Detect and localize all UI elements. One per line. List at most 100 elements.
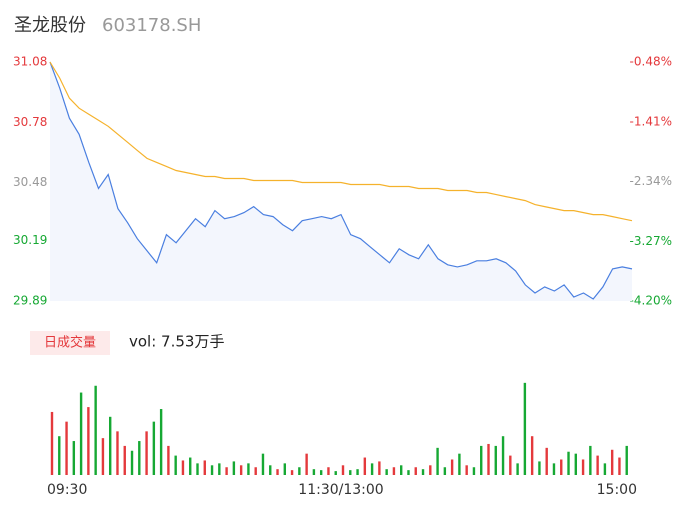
volume-bar: [530, 436, 534, 475]
volume-bar: [283, 463, 286, 475]
volume-bar: [465, 465, 468, 475]
stock-code: 603178.SH: [102, 15, 201, 36]
volume-legend: 日成交量: [44, 335, 96, 351]
volume-bar: [436, 447, 439, 475]
volume-bar: [494, 445, 497, 475]
volume-bar: [545, 447, 548, 475]
volume-bar: [501, 436, 505, 475]
volume-bar: [50, 411, 54, 475]
volume-bar: [312, 469, 316, 475]
y-tick-label: 30.78: [13, 115, 47, 129]
y2-tick-label: -3.27%: [630, 234, 672, 248]
x-tick-label: 11:30/13:00: [298, 482, 383, 498]
volume-bar: [196, 463, 199, 475]
volume-bar: [159, 409, 163, 475]
volume-bar: [603, 463, 607, 475]
y-tick-label: 31.08: [13, 55, 47, 69]
volume-bar: [130, 450, 134, 475]
volume-bar: [239, 465, 243, 475]
volume-bar: [574, 453, 577, 475]
volume-bar: [378, 461, 381, 475]
volume-bar: [356, 469, 359, 475]
volume-bar: [72, 441, 76, 475]
volume-bar: [65, 421, 68, 475]
volume-bar: [269, 465, 272, 475]
volume-bar: [327, 467, 330, 475]
volume-bar: [618, 457, 621, 475]
volume-bar: [218, 463, 221, 475]
y2-tick-label: -0.48%: [630, 55, 672, 69]
y2-tick-label: -1.41%: [630, 114, 672, 128]
volume-bar: [247, 463, 250, 475]
volume-bar: [509, 455, 512, 475]
volume-bar: [560, 459, 563, 475]
volume-bar: [567, 451, 570, 475]
volume-bar: [581, 459, 585, 475]
volume-legend-box: [30, 331, 110, 355]
volume-bar: [254, 467, 257, 475]
volume-bar: [116, 431, 119, 475]
volume-bar: [138, 441, 141, 475]
volume-bar: [472, 467, 476, 475]
price-area: [50, 62, 632, 301]
x-tick-label: 15:00: [597, 482, 637, 498]
volume-bar: [596, 455, 599, 475]
volume-bar: [232, 461, 236, 475]
volume-bar: [305, 453, 308, 475]
volume-bar: [203, 460, 206, 475]
volume-bar: [225, 467, 228, 475]
y-tick-label: 30.48: [13, 175, 47, 189]
volume-bar: [174, 455, 177, 475]
volume-bar: [319, 470, 323, 475]
volume-bar: [79, 392, 83, 475]
volume-bar: [341, 465, 345, 475]
volume-bar: [392, 467, 396, 475]
volume-bar: [414, 467, 417, 475]
volume-bar: [552, 463, 556, 475]
volume-bar: [610, 449, 614, 475]
volume-bar: [145, 431, 148, 475]
y2-tick-label: -2.34%: [630, 174, 672, 188]
volume-bar: [181, 460, 185, 475]
volume-bar: [276, 469, 279, 475]
volume-bar: [421, 469, 425, 475]
volume-bar: [450, 459, 454, 475]
volume-bar: [487, 443, 490, 475]
volume-bar: [538, 461, 541, 475]
volume-bar: [480, 445, 483, 475]
y-tick-label: 30.19: [13, 233, 47, 247]
volume-total: vol: 7.53万手: [129, 333, 224, 351]
volume-bar: [87, 407, 90, 475]
volume-bar: [261, 453, 265, 475]
volume-bar: [407, 470, 410, 475]
volume-bar: [400, 465, 403, 475]
volume-bar: [625, 445, 628, 475]
volume-bar: [429, 465, 432, 475]
x-tick-label: 09:30: [47, 482, 87, 498]
volume-bar: [370, 463, 374, 475]
volume-bar: [523, 382, 527, 475]
volume-bar: [109, 416, 112, 475]
volume-bar: [363, 457, 367, 475]
volume-bar: [189, 457, 192, 475]
volume-bar: [516, 463, 519, 475]
volume-bar: [385, 469, 388, 475]
series-line: [49, 61, 633, 300]
volume-bar: [152, 421, 156, 475]
y-tick-label: 29.89: [13, 294, 47, 308]
volume-bar: [290, 470, 294, 475]
volume-bar: [123, 445, 126, 475]
volume-bar: [298, 467, 301, 475]
volume-bar: [101, 438, 105, 475]
volume-bar: [589, 445, 592, 475]
volume-bar: [94, 385, 97, 475]
volume-bar: [334, 471, 337, 475]
series-line: [49, 61, 633, 222]
y2-tick-label: -4.20%: [630, 294, 672, 308]
volume-bar: [458, 453, 461, 475]
volume-bar: [58, 436, 61, 475]
volume-bar: [167, 445, 170, 475]
stock-name: 圣龙股份: [14, 15, 86, 36]
volume-bar: [349, 470, 352, 475]
volume-bar: [443, 467, 447, 475]
